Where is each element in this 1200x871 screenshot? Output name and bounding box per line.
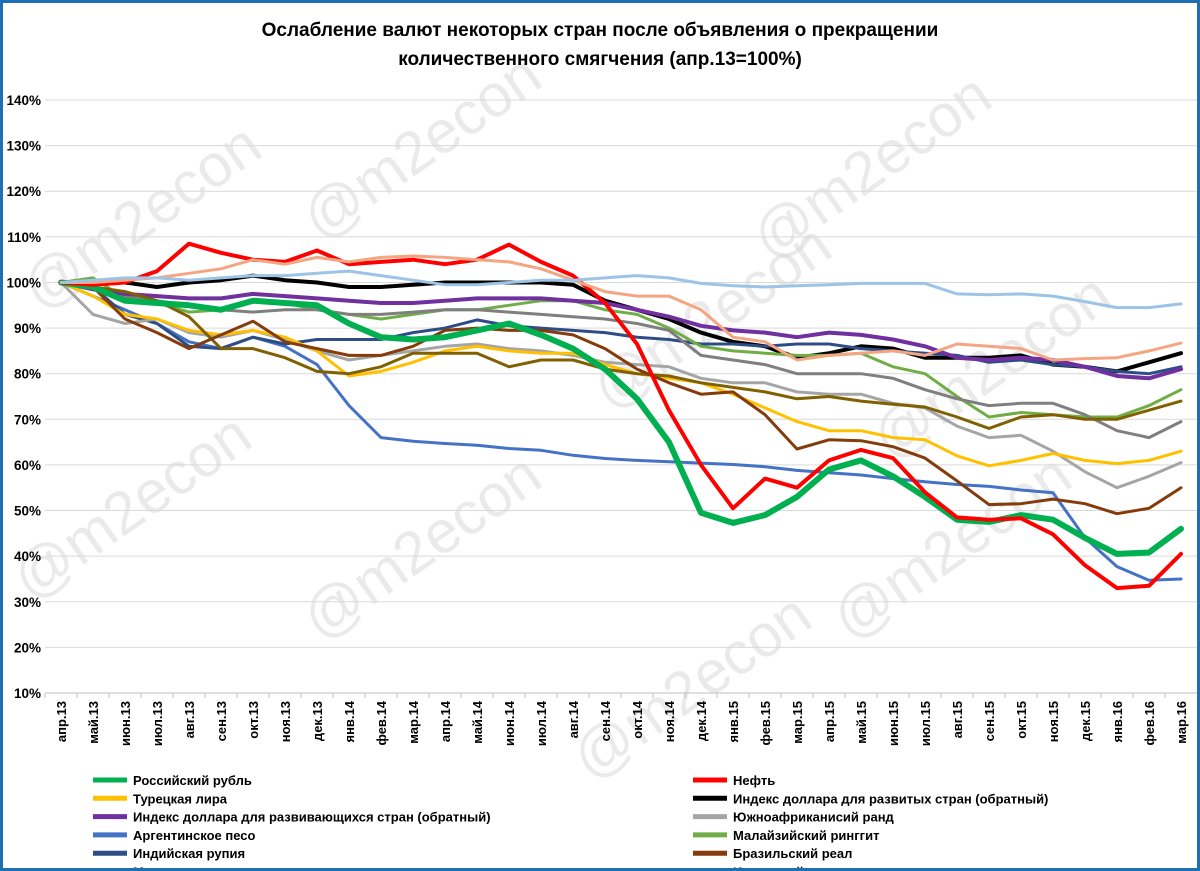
y-tick-label: 100% [6, 275, 41, 290]
x-axis: апр.13 май.13 июн.13 июл.13 авг.13 сен.13 окт.… [44, 692, 1197, 746]
x-tick-label: окт.15 [1014, 701, 1029, 739]
x-tick-label: май.14 [470, 700, 485, 744]
x-tick-label: авг.13 [182, 701, 197, 738]
y-tick-label: 20% [14, 640, 41, 655]
x-tick-label: окт.13 [246, 701, 261, 739]
grid-lines [45, 99, 1197, 694]
watermark-text: @m2econ [290, 40, 553, 252]
y-tick-label: 80% [14, 367, 41, 382]
x-tick-label: янв.14 [342, 700, 357, 742]
legend-label: Российский рубль [133, 773, 252, 788]
y-tick-label: 110% [7, 230, 41, 245]
series-line [59, 280, 1183, 381]
series-line [59, 281, 1183, 516]
watermark-text: @m2econ [10, 110, 273, 322]
y-tick-label: 10% [14, 686, 41, 701]
x-tick-label: дек.13 [310, 701, 325, 741]
legend-label: Бразильский реал [733, 846, 852, 861]
watermark-text: @m2econ [580, 210, 843, 422]
legend-label: Индонезийская рупия [733, 865, 875, 869]
x-tick-label: мар.15 [790, 701, 805, 744]
y-axis: 10% 20% 30% 40% 50% 60% 70% 80% 90% 100% 110% 120% 1… [6, 93, 41, 701]
series-line [59, 254, 1183, 362]
x-tick-label: янв.16 [1110, 701, 1125, 743]
x-tick-label: ноя.15 [1046, 701, 1061, 742]
x-tick-label: авг.14 [566, 700, 581, 738]
x-tick-label: июл.13 [150, 701, 165, 746]
x-tick-label: фев.15 [758, 701, 773, 746]
legend-label: Южноафриканисий ранд [733, 810, 895, 825]
x-tick-label: дек.15 [1078, 701, 1093, 741]
x-tick-label: дек.14 [694, 700, 709, 741]
y-tick-label: 140% [6, 93, 41, 108]
series-lines [58, 241, 1184, 591]
x-tick-label: янв.15 [726, 701, 741, 743]
x-tick-label: июл.14 [534, 700, 549, 746]
x-tick-label: фев.14 [374, 700, 389, 745]
legend-label: Нефть [733, 773, 775, 788]
chart-title-line-2: количественного смягчения (апр.13=100%) [398, 49, 802, 70]
y-tick-label: 70% [14, 412, 41, 427]
chart-title-line-1: Ослабление валют некоторых стран после о… [262, 20, 939, 41]
legend-label: Турецкая лира [133, 791, 228, 806]
x-tick-label: сен.15 [982, 701, 997, 741]
x-tick-label: июн.14 [502, 700, 517, 746]
series-line [59, 241, 1183, 591]
series-line [59, 281, 1183, 376]
y-tick-label: 120% [6, 184, 41, 199]
x-tick-label: авг.15 [950, 701, 965, 738]
y-tick-label: 40% [14, 549, 41, 564]
x-tick-label: ноя.14 [662, 700, 677, 742]
y-tick-label: 60% [14, 458, 41, 473]
x-tick-label: июн.13 [118, 701, 133, 746]
series-line [59, 281, 1183, 430]
series-line [59, 281, 1183, 468]
y-tick-label: 130% [6, 139, 41, 154]
legend: Российский рубль Турецкая лира Индекс долл… [93, 773, 1048, 868]
legend-label: Аргентинское песо [133, 828, 256, 843]
x-tick-label: сен.14 [598, 700, 613, 741]
y-tick-label: 30% [14, 595, 41, 610]
x-tick-label: апр.15 [822, 701, 837, 742]
legend-label: Мексиканское песо [133, 865, 257, 869]
x-tick-label: апр.14 [438, 700, 453, 742]
x-tick-label: ноя.13 [278, 701, 293, 742]
legend-label: Индекс доллара для развивающихся стран (… [133, 810, 491, 825]
watermark-text: @m2econ [820, 440, 1083, 652]
x-tick-label: сен.13 [214, 701, 229, 741]
x-tick-label: окт.14 [630, 700, 645, 739]
x-tick-label: апр.13 [54, 701, 69, 742]
x-tick-label: май.13 [86, 701, 101, 744]
series-line [59, 269, 1183, 310]
watermark-text: @m2econ [3, 400, 263, 612]
legend-label: Индийская рупия [133, 846, 245, 861]
y-tick-label: 90% [14, 321, 41, 336]
x-tick-label: июл.15 [918, 701, 933, 746]
x-tick-label: фев.16 [1142, 701, 1157, 746]
legend-label: Малайзийский ринггит [733, 828, 879, 843]
line-chart: @m2econ @m2econ @m2econ@m2econ @m2econ@m2ec… [3, 20, 1197, 868]
x-tick-label: мар.16 [1174, 701, 1189, 744]
y-tick-label: 50% [14, 504, 41, 519]
x-tick-label: май.15 [854, 701, 869, 744]
legend-label: Индекс доллара для развитых стран (обрат… [733, 791, 1048, 806]
x-tick-label: мар.14 [406, 700, 421, 743]
watermark-text: @m2econ [290, 440, 553, 652]
x-tick-label: июн.15 [886, 701, 901, 746]
watermark-text: @m2econ [560, 580, 823, 792]
